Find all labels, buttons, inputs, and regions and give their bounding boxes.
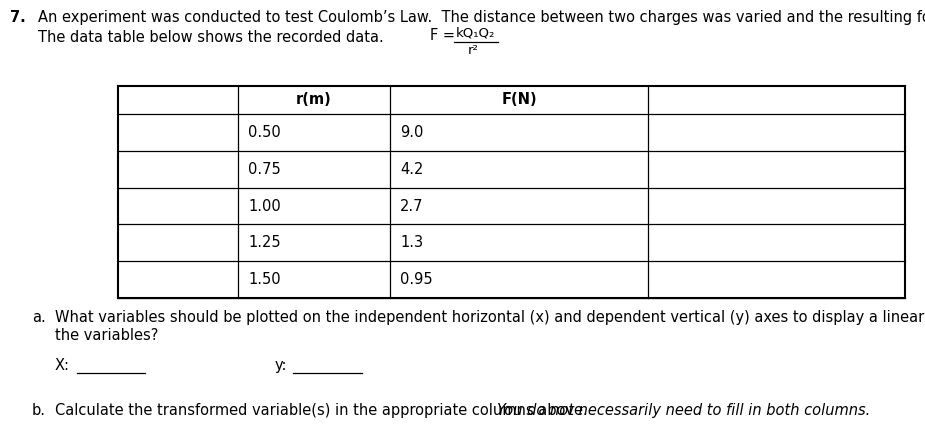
Text: You do not necessarily need to fill in both columns.: You do not necessarily need to fill in b… <box>497 403 870 418</box>
Text: Calculate the transformed variable(s) in the appropriate columns above.: Calculate the transformed variable(s) in… <box>55 403 597 418</box>
Text: r(m): r(m) <box>296 92 332 107</box>
Text: 9.0: 9.0 <box>400 125 424 140</box>
Text: 0.50: 0.50 <box>248 125 281 140</box>
Text: r²: r² <box>468 44 479 57</box>
Text: 0.95: 0.95 <box>400 272 433 287</box>
Text: b.: b. <box>32 403 46 418</box>
Text: X:: X: <box>55 358 70 373</box>
Text: 1.50: 1.50 <box>248 272 280 287</box>
Text: 7.: 7. <box>10 10 26 25</box>
Text: 0.75: 0.75 <box>248 161 281 177</box>
Text: 1.3: 1.3 <box>400 235 423 250</box>
Text: the variables?: the variables? <box>55 328 158 343</box>
Text: 1.00: 1.00 <box>248 198 281 213</box>
Text: y:: y: <box>275 358 288 373</box>
Text: The data table below shows the recorded data.: The data table below shows the recorded … <box>38 30 384 45</box>
Text: kQ₁Q₂: kQ₁Q₂ <box>456 26 496 39</box>
Text: a.: a. <box>32 310 45 325</box>
Text: 4.2: 4.2 <box>400 161 424 177</box>
Text: 1.25: 1.25 <box>248 235 280 250</box>
Text: An experiment was conducted to test Coulomb’s Law.  The distance between two cha: An experiment was conducted to test Coul… <box>38 10 925 25</box>
Text: 2.7: 2.7 <box>400 198 424 213</box>
Text: F =: F = <box>430 28 460 43</box>
Text: What variables should be plotted on the independent horizontal (x) and dependent: What variables should be plotted on the … <box>55 310 925 325</box>
Text: F(N): F(N) <box>501 92 536 107</box>
